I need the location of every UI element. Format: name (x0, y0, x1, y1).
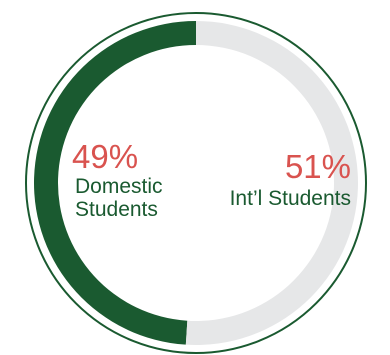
international-label: Int’l Students (230, 187, 351, 210)
domestic-label-line-1: Domestic (75, 175, 163, 198)
domestic-label: Domestic Students (75, 175, 168, 221)
donut-slices (33, 21, 358, 345)
domestic-label-line-2: Students (75, 198, 158, 221)
outer-ring (25, 12, 367, 354)
international-percent-label: 51% (285, 148, 351, 185)
international-slice (185, 21, 358, 345)
domestic-percent-label: 49% (72, 138, 138, 175)
domestic-slice (33, 21, 196, 345)
